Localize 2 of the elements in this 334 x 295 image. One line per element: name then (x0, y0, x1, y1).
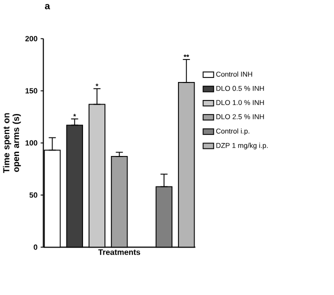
y-axis-title: Time spent on open arms (s) (2, 113, 21, 173)
chart-title: a (44, 4, 50, 10)
